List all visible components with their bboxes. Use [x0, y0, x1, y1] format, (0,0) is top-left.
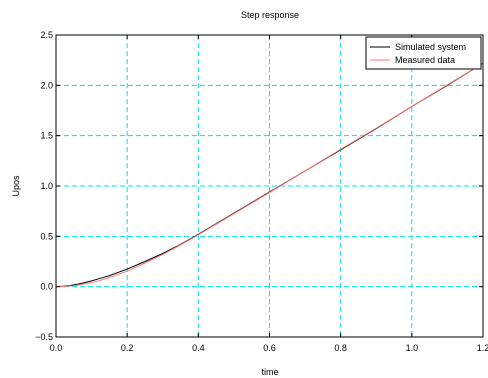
chart-title: Step response [241, 10, 299, 20]
legend-box [365, 36, 482, 70]
legend-label: Measured data [395, 55, 455, 65]
x-tick-label: 0.0 [50, 343, 63, 353]
grid [56, 35, 483, 337]
x-axis-label: time [261, 367, 278, 377]
x-tick-label: 0.2 [121, 343, 134, 353]
x-tick-label: 0.8 [334, 343, 347, 353]
x-tick-label: 0.6 [263, 343, 276, 353]
legend-label: Simulated system [395, 42, 466, 52]
y-tick-label: −0.5 [35, 332, 53, 342]
series-group [55, 62, 484, 288]
axis-ticks: 0.0 0.2 0.4 0.6 0.8 1.0 1.2−0.50.00.51.01.52.0… [35, 30, 488, 353]
y-tick-label: 2.5 [40, 30, 53, 40]
x-tick-label: 1.0 [406, 343, 419, 353]
x-tick-label: 1.2 [477, 343, 488, 353]
y-tick-label: 1.5 [40, 131, 53, 141]
y-tick-label: 2.0 [40, 80, 53, 90]
y-tick-label: 0.5 [40, 231, 53, 241]
series-line-measured [55, 62, 484, 288]
legend: Simulated system Measured data [365, 36, 482, 70]
y-axis-label: Upos [11, 175, 21, 197]
y-tick-label: 1.0 [40, 181, 53, 191]
y-tick-label: 0.0 [40, 282, 53, 292]
x-tick-label: 0.4 [192, 343, 205, 353]
